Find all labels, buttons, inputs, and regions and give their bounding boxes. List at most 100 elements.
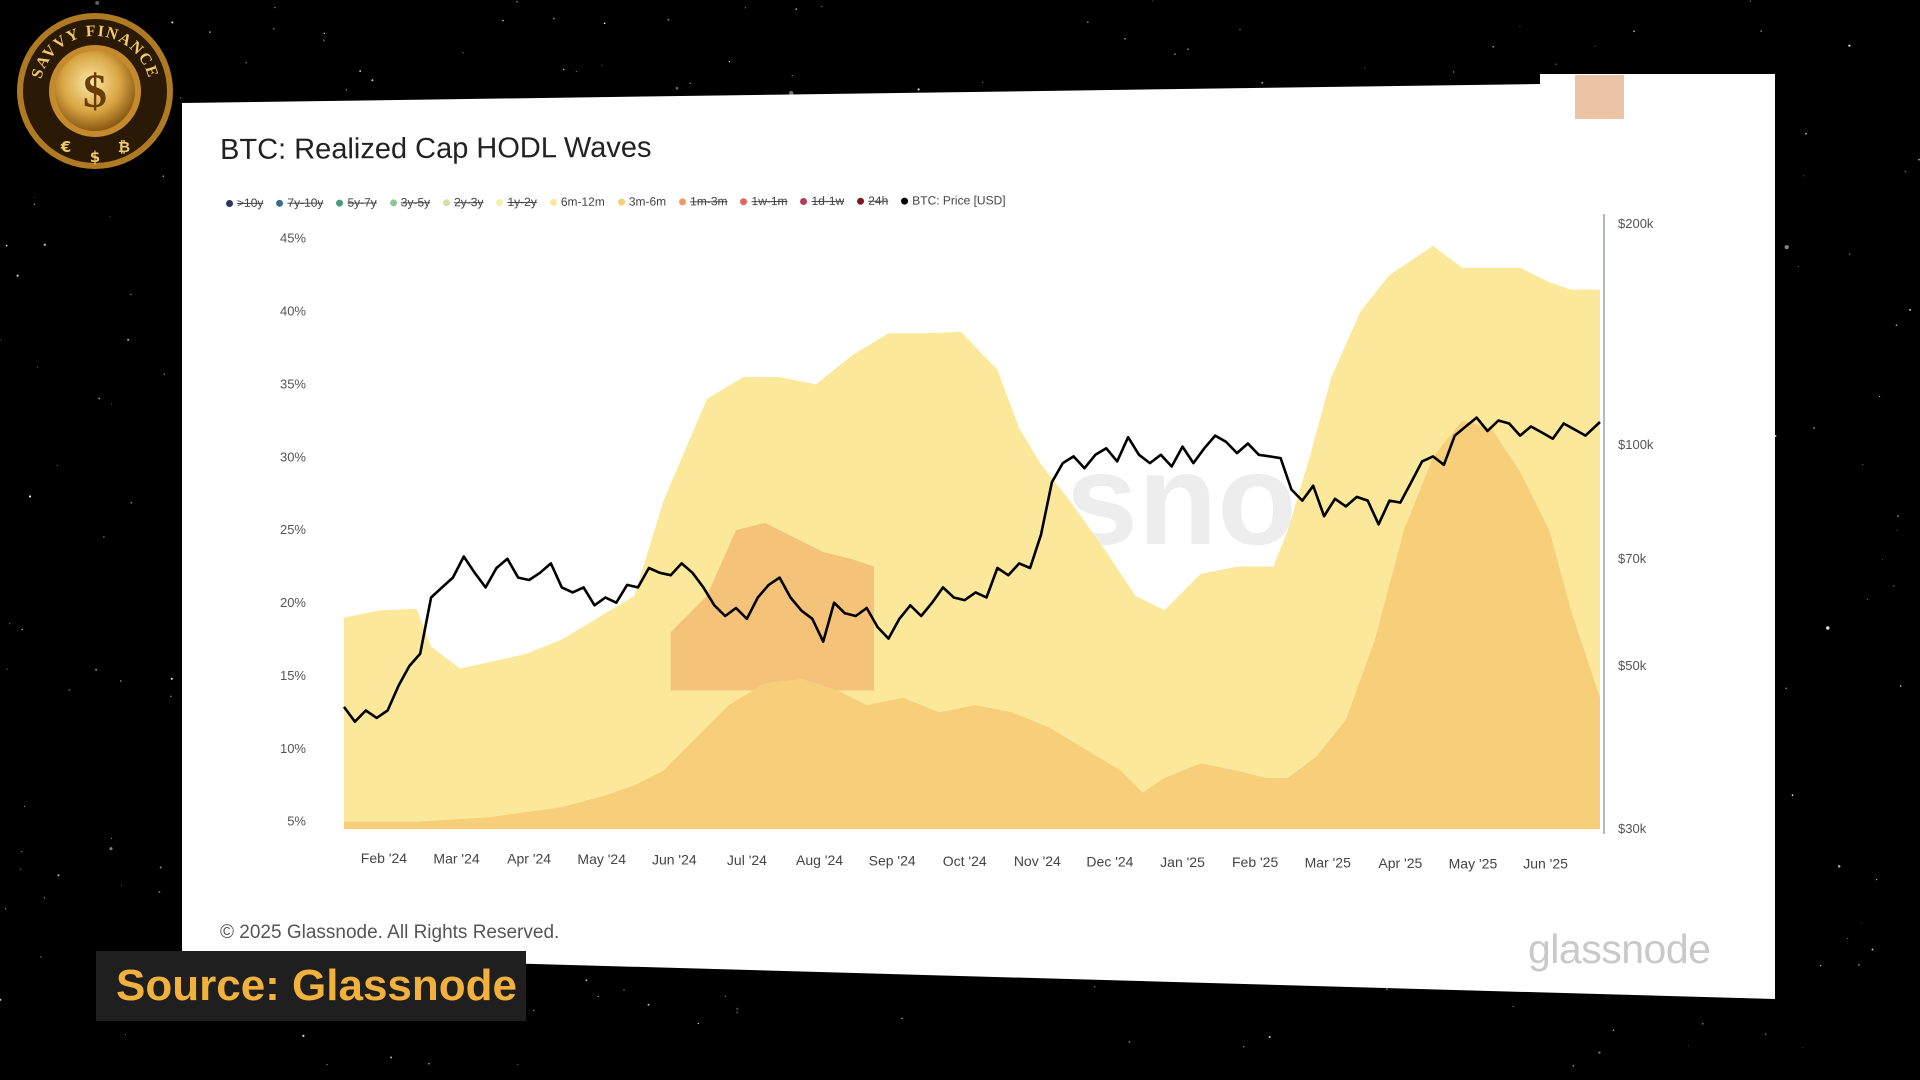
legend-item[interactable]: 1d-1w — [800, 194, 844, 208]
star — [5, 244, 8, 247]
x-tick-label: Apr '25 — [1378, 855, 1422, 871]
star — [111, 403, 113, 405]
star — [1826, 626, 1830, 630]
star — [744, 7, 747, 9]
star — [597, 995, 599, 997]
star — [179, 97, 182, 99]
star — [1093, 985, 1096, 988]
star — [601, 64, 603, 66]
legend-label: 3m-6m — [628, 194, 667, 209]
legend-item[interactable]: >10y — [226, 196, 263, 210]
star — [68, 689, 71, 692]
star — [1860, 922, 1862, 924]
legend-label: 1y-2y — [507, 194, 537, 210]
legend-label: 1m-3m — [690, 194, 728, 209]
area-6m-12m — [344, 245, 1600, 829]
legend-swatch — [549, 198, 557, 206]
star — [1899, 685, 1902, 687]
star — [1837, 865, 1841, 868]
x-tick-label: Sep '24 — [869, 852, 916, 868]
star — [322, 39, 325, 42]
y-right-tick-label: $50k — [1618, 658, 1647, 673]
star — [1128, 1040, 1131, 1043]
star — [1797, 266, 1799, 268]
legend-swatch — [389, 198, 397, 206]
y-right-tick-label: $100k — [1618, 437, 1654, 452]
star — [98, 397, 101, 400]
legend-item[interactable]: BTC: Price [USD] — [901, 193, 1006, 208]
star — [95, 668, 98, 671]
y-right-tick-label: $200k — [1618, 216, 1654, 231]
star — [1152, 0, 1154, 2]
legend-item[interactable]: 24h — [857, 194, 888, 208]
legend-item[interactable]: 6m-12m — [549, 195, 605, 209]
star — [1849, 253, 1851, 255]
star — [119, 680, 122, 682]
star — [1904, 170, 1907, 173]
legend-swatch — [679, 197, 687, 205]
star — [1785, 687, 1787, 689]
legend-item[interactable]: 7y-10y — [276, 196, 323, 210]
star — [1594, 45, 1596, 47]
y-left-tick-label: 10% — [280, 741, 306, 756]
legend-item[interactable]: 1y-2y — [496, 194, 537, 210]
star — [1882, 559, 1884, 560]
star — [575, 71, 577, 73]
star — [390, 1056, 393, 1059]
star — [326, 1063, 328, 1066]
legend-swatch — [800, 197, 808, 205]
glassnode-logo: glassnode — [1528, 926, 1711, 972]
x-tick-label: Oct '24 — [943, 853, 987, 869]
star — [981, 81, 984, 84]
star — [109, 847, 113, 851]
star — [34, 196, 36, 198]
star — [1897, 515, 1899, 517]
legend-item[interactable]: 3y-5y — [389, 195, 431, 210]
star — [1803, 175, 1805, 177]
legend-item[interactable]: 1m-3m — [679, 194, 728, 209]
star — [0, 339, 2, 341]
star — [1364, 67, 1366, 69]
star — [37, 366, 39, 368]
star — [1572, 1065, 1574, 1067]
star — [1893, 585, 1895, 587]
dollar-sign-icon: $ — [83, 65, 107, 118]
legend-label: 3y-5y — [400, 195, 431, 210]
legend-swatch — [617, 198, 625, 206]
star — [791, 74, 793, 77]
chart-card-svg: glassnode 5% 10% 15% 20% 25% 30% 35% 40% 45% $30k… — [182, 74, 1775, 999]
star — [736, 1007, 739, 1010]
star — [533, 1009, 535, 1011]
legend-item[interactable]: 2y-3y — [443, 195, 483, 209]
star — [789, 90, 794, 96]
x-tick-label: Nov '24 — [1014, 853, 1061, 869]
legend-swatch — [496, 198, 504, 206]
y-left-tick-label: 35% — [280, 376, 306, 391]
star — [9, 623, 11, 625]
corner-swatch — [1575, 75, 1624, 119]
star — [359, 70, 362, 73]
star — [28, 495, 32, 498]
x-tick-label: Feb '25 — [1232, 854, 1278, 870]
y-left-tick-label: 40% — [280, 303, 306, 318]
star — [1875, 878, 1878, 881]
star — [1555, 63, 1557, 65]
savvy-finance-logo: SAVVY FINANCE $ € $ ₿ — [17, 13, 173, 169]
star — [57, 874, 60, 877]
star — [603, 22, 606, 25]
legend-item[interactable]: 1w-1m — [740, 194, 788, 208]
legend-item[interactable]: 5y-7y — [336, 195, 377, 210]
star — [1857, 963, 1860, 966]
x-tick-label: Feb '24 — [361, 850, 407, 866]
legend-label: BTC: Price [USD] — [912, 193, 1006, 208]
legend-item[interactable]: 3m-6m — [617, 194, 667, 209]
star — [1867, 598, 1869, 600]
star — [111, 837, 113, 839]
star — [209, 31, 211, 33]
star — [1268, 1035, 1271, 1038]
star — [1242, 1045, 1245, 1048]
star — [623, 989, 625, 991]
x-tick-label: Jan '25 — [1160, 854, 1205, 870]
star — [736, 1011, 738, 1014]
chart-card: glassnode 5% 10% 15% 20% 25% 30% 35% 40% 45% $30k… — [182, 74, 1775, 999]
